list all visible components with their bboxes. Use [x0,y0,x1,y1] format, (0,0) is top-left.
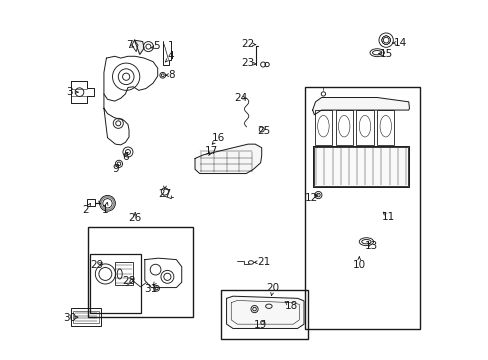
Bar [73,311,99,323]
Text: 21: 21 [256,257,269,267]
Text: 2: 2 [82,206,89,216]
Bar [356,110,373,145]
Bar [313,147,407,186]
Bar [88,226,192,317]
Text: 31: 31 [143,284,157,294]
Bar [89,253,140,314]
Text: 5: 5 [153,41,160,51]
Text: 20: 20 [266,283,279,293]
Text: 7: 7 [125,40,132,50]
Text: 27: 27 [158,189,171,199]
Bar [221,291,308,338]
Text: 9: 9 [112,164,119,174]
Polygon shape [195,144,261,174]
Polygon shape [134,40,144,54]
Text: 4: 4 [167,51,174,61]
Text: 11: 11 [381,212,394,221]
Text: 12: 12 [304,193,317,203]
Text: 14: 14 [393,38,407,48]
Bar [314,110,331,145]
Text: 1: 1 [102,206,108,216]
Text: 17: 17 [204,146,218,156]
Text: 23: 23 [241,58,254,68]
Bar [86,199,95,206]
Text: 24: 24 [234,93,247,103]
Text: 28: 28 [122,276,135,286]
Text: 16: 16 [212,133,225,143]
Text: 22: 22 [241,39,254,49]
Text: 19: 19 [253,320,267,330]
Bar [335,110,352,145]
Text: 10: 10 [352,260,365,270]
Bar [304,87,419,329]
Text: 8: 8 [168,70,175,80]
Text: 13: 13 [365,241,378,251]
Text: 3: 3 [66,87,73,97]
Text: 30: 30 [63,313,76,323]
Text: 26: 26 [128,213,142,222]
Bar [376,110,394,145]
Polygon shape [312,146,408,187]
Text: 18: 18 [284,301,297,311]
Polygon shape [226,296,304,328]
Text: 15: 15 [379,49,392,59]
Text: 6: 6 [122,152,128,162]
Polygon shape [312,98,408,115]
Text: 29: 29 [90,260,103,270]
Bar [115,262,133,285]
Text: 25: 25 [257,126,270,135]
Bar [71,308,101,326]
